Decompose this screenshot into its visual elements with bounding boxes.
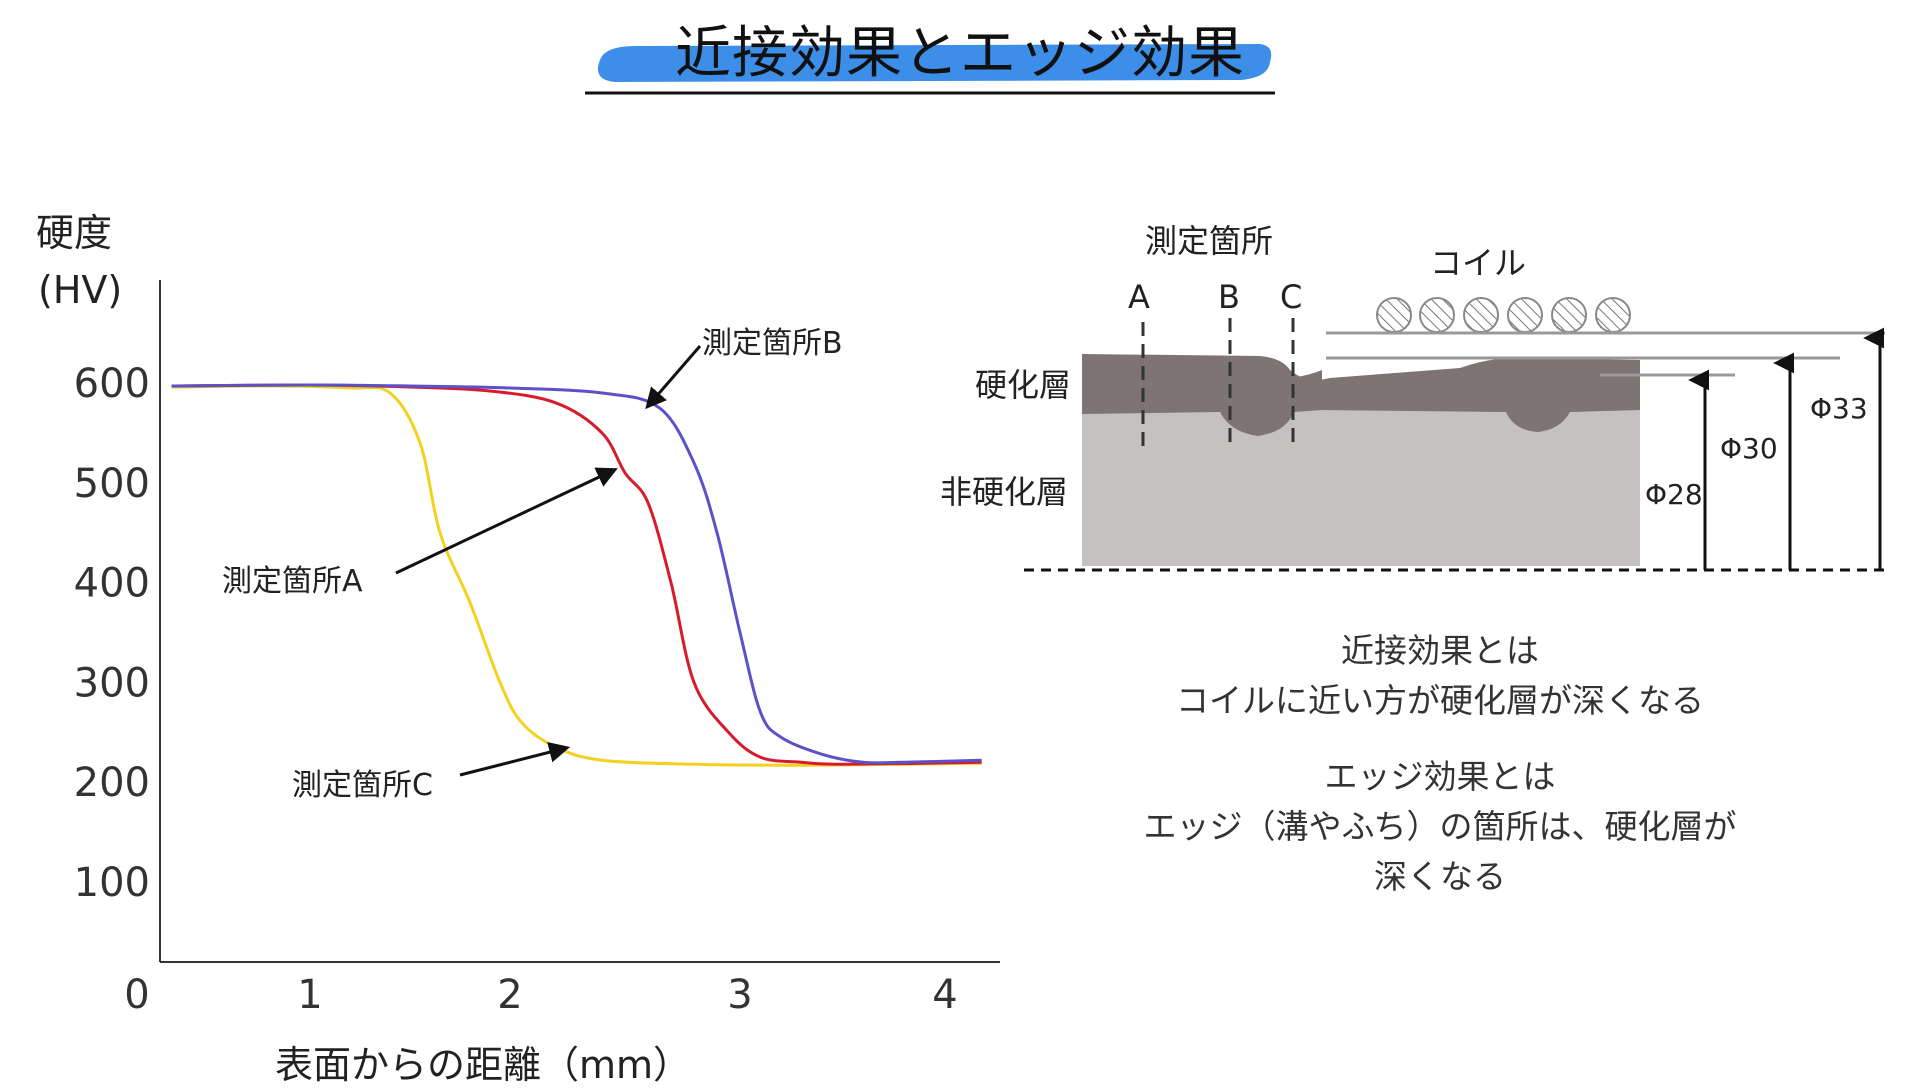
edge-body-line2: 深くなる — [1374, 857, 1506, 896]
x-tick-label: 2 — [497, 972, 522, 1018]
annotation-arrow-a — [395, 467, 618, 575]
y-axis-label-line2: (HV) — [38, 268, 123, 312]
page-title: 近接効果とエッジ効果 — [675, 21, 1245, 86]
hardened-layer-main — [1082, 354, 1640, 436]
proximity-title: 近接効果とは — [1341, 631, 1539, 670]
coil-label: コイル — [1430, 244, 1527, 282]
dim-label-phi33: Φ33 — [1810, 392, 1868, 425]
proximity-body: コイルに近い方が硬化層が深くなる — [1176, 681, 1704, 720]
series-line-b — [171, 383, 982, 765]
y-tick-label: 400 — [74, 561, 150, 607]
unhardened-label: 非硬化層 — [940, 473, 1069, 511]
title-decoration — [585, 44, 1275, 95]
dim-label-phi28: Φ28 — [1645, 478, 1703, 511]
x-tick-label: 0 — [124, 972, 149, 1018]
y-tick-label: 100 — [74, 860, 150, 906]
edge-body-line1: エッジ（溝やふち）の箇所は、硬化層が — [1143, 807, 1737, 846]
y-tick-label: 200 — [74, 760, 150, 806]
annotation-label-b: 測定箇所B — [702, 326, 843, 361]
point-label-b: B — [1218, 278, 1240, 316]
y-tick-label: 500 — [74, 461, 150, 507]
coil-wire — [1507, 297, 1543, 333]
coil-wire — [1463, 297, 1499, 333]
x-tick-label: 3 — [727, 972, 752, 1018]
coil-wire — [1595, 297, 1631, 333]
annotation-arrow-b — [645, 345, 702, 410]
coil-wire — [1551, 297, 1587, 333]
annotation-arrow-c — [459, 741, 571, 777]
annotation-label-c: 測定箇所C — [292, 768, 433, 803]
y-tick-label: 600 — [74, 361, 150, 407]
title-highlight — [597, 44, 1272, 82]
point-label-c: C — [1280, 278, 1303, 316]
coil-wire — [1376, 297, 1412, 333]
annotation-label-a: 測定箇所A — [222, 564, 363, 599]
coil-wire — [1419, 297, 1455, 333]
y-tick-label: 300 — [74, 660, 150, 706]
hardened-label: 硬化層 — [975, 366, 1072, 404]
series-line-c — [171, 384, 982, 767]
point-label-a: A — [1128, 278, 1150, 316]
title-area: 近接効果とエッジ効果 — [0, 0, 1920, 110]
dim-label-phi30: Φ30 — [1720, 432, 1778, 465]
edge-title: エッジ効果とは — [1324, 757, 1556, 796]
x-tick-label: 4 — [932, 972, 957, 1018]
y-axis-label-line1: 硬度 — [36, 211, 113, 255]
coil-group — [1376, 297, 1631, 333]
measure-label: 測定箇所 — [1145, 222, 1274, 260]
x-tick-label: 1 — [297, 972, 322, 1018]
